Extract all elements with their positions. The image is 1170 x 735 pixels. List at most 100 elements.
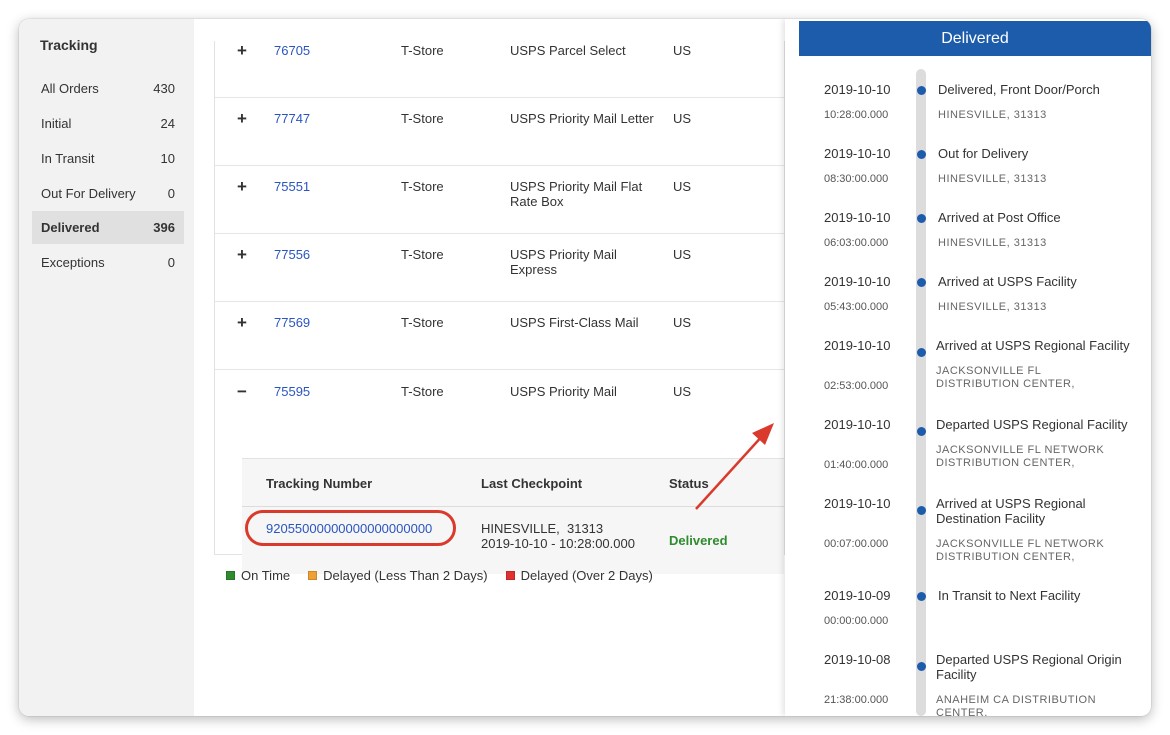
order-store: T-Store	[401, 43, 444, 58]
legend-label: Delayed (Over 2 Days)	[520, 568, 653, 583]
sidebar-item-label: All Orders	[41, 81, 99, 96]
app-window: Tracking All Orders 430 Initial 24 In Tr…	[19, 19, 1151, 716]
timeline-dot-icon	[917, 662, 926, 671]
event-location: JACKSONVILLE FL DISTRIBUTION CENTER,	[936, 365, 1075, 390]
sidebar-item-count: 0	[167, 186, 175, 201]
status-legend: On Time Delayed (Less Than 2 Days) Delay…	[226, 568, 671, 583]
timeline-dot-icon	[917, 86, 926, 95]
event-title: Arrived at USPS Facility	[938, 274, 1077, 289]
sidebar-item-initial[interactable]: Initial 24	[32, 107, 184, 140]
event-date: 2019-10-08	[824, 652, 891, 667]
timeline-dot-icon	[917, 214, 926, 223]
event-time: 08:30:00.000	[824, 173, 889, 185]
expand-icon[interactable]: +	[237, 177, 247, 196]
tracking-detail: Tracking Number Last Checkpoint Status 9…	[242, 458, 784, 574]
last-checkpoint: HINESVILLE, 31313 2019-10-10 - 10:28:00.…	[481, 521, 635, 551]
event-title: In Transit to Next Facility	[938, 588, 1081, 603]
event-date: 2019-10-10	[824, 417, 891, 432]
event-date: 2019-10-10	[824, 274, 891, 289]
table-row: − 75595 T-Store USPS Priority Mail US	[215, 370, 784, 458]
order-id-link[interactable]: 75595	[274, 384, 311, 399]
order-country: US	[673, 179, 692, 194]
tracking-detail-row: 92055000000000000000000 HINESVILLE, 3131…	[242, 507, 784, 575]
sidebar-item-all-orders[interactable]: All Orders 430	[32, 72, 184, 105]
status-header: Status	[669, 476, 709, 491]
sidebar-item-out-for-delivery[interactable]: Out For Delivery 0	[32, 177, 184, 210]
order-store: T-Store	[401, 247, 444, 262]
order-country: US	[673, 315, 692, 330]
timeline-line	[916, 69, 926, 716]
event-location: JACKSONVILLE FL NETWORK DISTRIBUTION CEN…	[936, 444, 1105, 469]
event-date: 2019-10-09	[824, 588, 891, 603]
order-id-link[interactable]: 75551	[274, 179, 311, 194]
order-carrier: USPS Priority Mail	[510, 384, 617, 399]
highlight-ring	[245, 510, 456, 546]
expand-icon[interactable]: +	[237, 109, 247, 128]
order-country: US	[673, 384, 692, 399]
order-id-link[interactable]: 76705	[274, 43, 311, 58]
order-id-link[interactable]: 77556	[274, 247, 311, 262]
legend-swatch	[308, 571, 318, 580]
tracking-detail-header: Tracking Number Last Checkpoint Status	[242, 459, 784, 507]
timeline-dot-icon	[917, 278, 926, 287]
timeline-dot-icon	[917, 506, 926, 515]
legend-label: Delayed (Less Than 2 Days)	[323, 568, 488, 583]
event-time: 06:03:00.000	[824, 237, 889, 249]
event-date: 2019-10-10	[824, 496, 891, 511]
event-location: ANAHEIM CA DISTRIBUTION CENTER,	[936, 694, 1097, 716]
sidebar-item-in-transit[interactable]: In Transit 10	[32, 142, 184, 175]
collapse-icon[interactable]: −	[237, 382, 247, 401]
sidebar-item-label: Out For Delivery	[41, 186, 136, 201]
order-carrier: USPS Priority Mail Letter	[510, 111, 654, 126]
last-checkpoint-header: Last Checkpoint	[481, 476, 583, 491]
order-store: T-Store	[401, 179, 444, 194]
tracking-timeline-panel: Delivered 2019-10-10 10:28:00.000 Delive…	[785, 19, 1151, 716]
event-date: 2019-10-10	[824, 210, 891, 225]
event-time: 05:43:00.000	[824, 301, 889, 313]
tracking-number-link[interactable]: 92055000000000000000000	[266, 521, 433, 536]
sidebar-item-label: Exceptions	[41, 255, 105, 270]
expand-icon[interactable]: +	[237, 245, 247, 264]
expand-icon[interactable]: +	[237, 313, 247, 332]
legend-label: On Time	[241, 568, 291, 583]
order-country: US	[673, 247, 692, 262]
order-carrier: USPS Priority Mail Express	[510, 247, 617, 277]
timeline-dot-icon	[917, 592, 926, 601]
legend-item-on-time: On Time	[226, 568, 290, 583]
event-date: 2019-10-10	[824, 338, 891, 353]
sidebar-item-count: 0	[167, 255, 175, 270]
sidebar-item-count: 24	[160, 116, 175, 131]
sidebar-item-exceptions[interactable]: Exceptions 0	[32, 246, 184, 279]
legend-swatch	[226, 571, 235, 580]
order-store: T-Store	[401, 315, 444, 330]
event-title: Delivered, Front Door/Porch	[938, 82, 1100, 97]
sidebar-item-delivered[interactable]: Delivered 396	[32, 211, 184, 244]
orders-table: + 76705 T-Store USPS Parcel Select US + …	[214, 41, 785, 574]
event-location: JACKSONVILLE FL NETWORK DISTRIBUTION CEN…	[936, 538, 1105, 563]
event-location: HINESVILLE, 31313	[938, 301, 1047, 313]
event-time: 00:00:00.000	[824, 615, 889, 627]
order-id-link[interactable]: 77747	[274, 111, 311, 126]
order-country: US	[673, 43, 692, 58]
event-time: 00:07:00.000	[824, 538, 889, 550]
event-location: HINESVILLE, 31313	[938, 237, 1047, 249]
table-row: + 77556 T-Store USPS Priority Mail Expre…	[215, 234, 784, 302]
event-title: Arrived at USPS Regional Facility	[936, 338, 1130, 353]
table-row: + 75551 T-Store USPS Priority Mail Flat …	[215, 166, 784, 234]
event-time: 02:53:00.000	[824, 380, 889, 392]
event-title: Departed USPS Regional Origin Facility	[936, 652, 1122, 682]
expand-icon[interactable]: +	[237, 41, 247, 60]
order-id-link[interactable]: 77569	[274, 315, 311, 330]
sidebar-title: Tracking	[40, 37, 98, 53]
timeline-dot-icon	[917, 150, 926, 159]
sidebar-item-count: 396	[153, 220, 175, 235]
order-store: T-Store	[401, 111, 444, 126]
timeline-dot-icon	[917, 348, 926, 357]
event-time: 21:38:00.000	[824, 694, 889, 706]
timeline-dot-icon	[917, 427, 926, 436]
table-row: + 77569 T-Store USPS First-Class Mail US	[215, 302, 784, 370]
event-title: Departed USPS Regional Facility	[936, 417, 1128, 432]
event-time: 01:40:00.000	[824, 459, 889, 471]
order-store: T-Store	[401, 384, 444, 399]
legend-item-delayed-long: Delayed (Over 2 Days)	[505, 568, 653, 583]
